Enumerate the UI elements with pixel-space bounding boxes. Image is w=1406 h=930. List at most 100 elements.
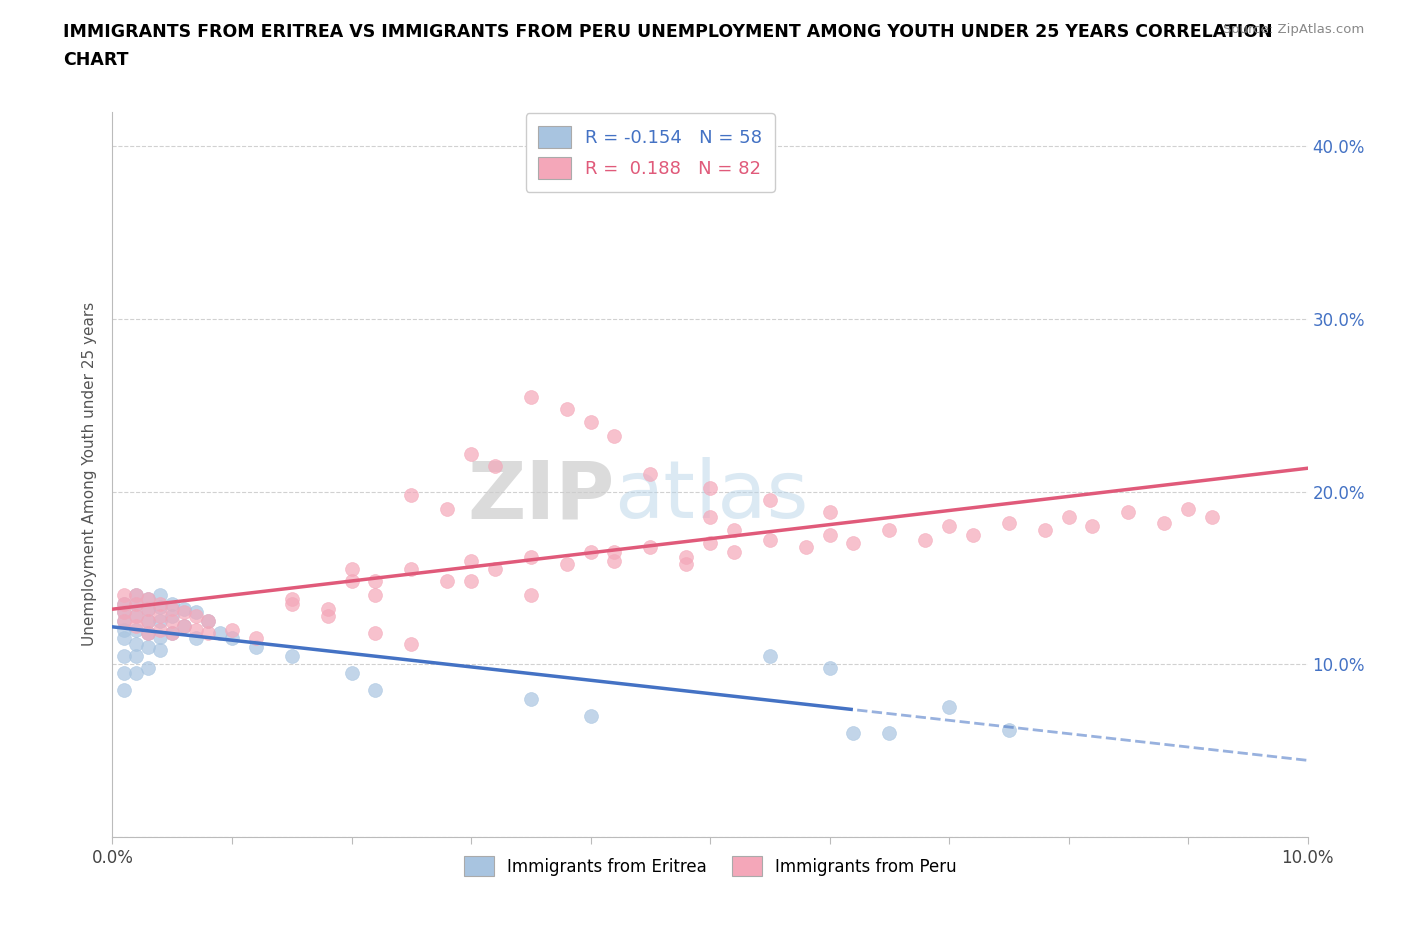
Point (138, 602, 160, 617)
Point (138, 614, 160, 629)
Point (998, 723, 1021, 737)
Point (125, 636, 148, 651)
Point (364, 588, 387, 603)
Text: IMMIGRANTS FROM ERITREA VS IMMIGRANTS FROM PERU UNEMPLOYMENT AMONG YOUTH UNDER 2: IMMIGRANTS FROM ERITREA VS IMMIGRANTS FR… (63, 23, 1272, 41)
Point (460, 446, 482, 461)
Point (125, 596, 148, 611)
Point (281, 596, 304, 611)
Point (640, 539, 662, 554)
Point (149, 596, 172, 611)
Point (340, 574, 363, 589)
Point (209, 626, 232, 641)
Point (460, 574, 482, 589)
Point (162, 596, 183, 611)
Point (818, 505, 841, 520)
Point (149, 614, 172, 629)
Point (520, 550, 543, 565)
Point (1081, 519, 1104, 534)
Point (138, 614, 160, 629)
Point (138, 640, 160, 655)
Y-axis label: Unemployment Among Youth under 25 years: Unemployment Among Youth under 25 years (82, 302, 97, 646)
Point (114, 596, 135, 611)
Point (401, 636, 423, 651)
Point (114, 596, 135, 611)
Point (603, 553, 626, 568)
Point (364, 574, 387, 589)
Point (555, 401, 578, 416)
Point (114, 605, 135, 620)
Point (114, 614, 135, 629)
Point (842, 726, 865, 741)
Point (675, 550, 697, 565)
Point (675, 557, 697, 572)
Point (162, 614, 183, 629)
Point (138, 591, 160, 606)
Point (197, 626, 219, 641)
Point (723, 545, 745, 560)
Point (723, 522, 745, 537)
Point (1177, 501, 1199, 516)
Point (149, 600, 172, 615)
Text: ZIP: ZIP (467, 457, 614, 535)
Legend: Immigrants from Eritrea, Immigrants from Peru: Immigrants from Eritrea, Immigrants from… (457, 849, 963, 884)
Point (401, 487, 423, 502)
Text: CHART: CHART (63, 51, 129, 69)
Point (186, 605, 208, 620)
Point (138, 626, 160, 641)
Point (879, 522, 901, 537)
Point (699, 481, 721, 496)
Point (484, 562, 506, 577)
Point (138, 626, 160, 641)
Point (245, 640, 267, 655)
Point (114, 605, 135, 620)
Point (1201, 510, 1223, 525)
Point (316, 602, 339, 617)
Point (125, 666, 148, 681)
Point (162, 626, 183, 641)
Point (114, 631, 135, 645)
Point (520, 691, 543, 706)
Point (125, 618, 148, 633)
Point (699, 510, 721, 525)
Point (149, 588, 172, 603)
Point (699, 536, 721, 551)
Point (1153, 515, 1175, 530)
Text: atlas: atlas (614, 457, 808, 535)
Point (114, 588, 135, 603)
Point (340, 666, 363, 681)
Point (114, 666, 135, 681)
Point (125, 622, 148, 637)
Point (914, 533, 936, 548)
Point (340, 562, 363, 577)
Point (603, 545, 626, 560)
Point (484, 458, 506, 473)
Point (962, 527, 984, 542)
Point (938, 519, 960, 534)
Point (842, 536, 865, 551)
Point (125, 648, 148, 663)
Point (173, 618, 195, 633)
Point (173, 605, 195, 620)
Point (149, 630, 172, 644)
Point (186, 608, 208, 623)
Point (281, 648, 304, 663)
Point (125, 588, 148, 603)
Point (245, 631, 267, 645)
Point (555, 557, 578, 572)
Point (173, 618, 195, 633)
Point (1033, 522, 1056, 537)
Point (221, 631, 243, 645)
Point (149, 622, 172, 637)
Point (125, 608, 148, 623)
Point (197, 614, 219, 629)
Point (579, 545, 602, 560)
Point (603, 429, 626, 444)
Point (186, 631, 208, 645)
Point (460, 553, 482, 568)
Text: Source: ZipAtlas.com: Source: ZipAtlas.com (1223, 23, 1364, 36)
Point (173, 602, 195, 617)
Point (281, 591, 304, 606)
Point (759, 493, 782, 508)
Point (759, 648, 782, 663)
Point (364, 626, 387, 641)
